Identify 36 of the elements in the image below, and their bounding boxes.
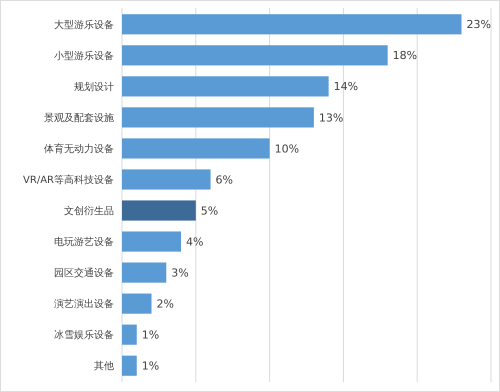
data-label: 2% [156,297,174,310]
data-label: 13% [318,111,344,124]
y-tick-label: 园区交通设备 [54,267,114,280]
y-tick-label: 电玩游艺设备 [54,236,114,248]
bar [122,14,462,34]
bar [122,45,388,66]
bar [122,356,137,376]
y-tick-label: 演艺演出设备 [54,298,114,310]
y-tick-label: 体育无动力设备 [44,142,114,155]
y-tick-label: 冰雪娱乐设备 [54,329,114,342]
data-label: 4% [186,235,204,248]
bar [122,262,166,283]
y-tick-label: 景观及配套设施 [44,112,114,124]
bar [122,231,182,252]
data-label: 14% [334,80,358,94]
y-tick-label: 文创衍生品 [64,205,114,218]
data-label: 18% [392,49,418,62]
bar [122,138,270,159]
data-label: 10% [274,142,300,156]
data-label: 5% [200,204,218,218]
y-tick-label: 其他 [94,360,114,372]
data-label: 1% [142,360,160,373]
bar [122,107,314,128]
data-label: 6% [216,173,234,186]
y-tick-label: VR/AR等高科技设备 [23,174,114,186]
bar [122,294,152,314]
data-label: 3% [171,266,189,280]
bar [122,169,211,190]
bar [122,76,329,96]
y-tick-label: 小型游乐设备 [54,50,114,62]
data-label: 23% [466,18,491,32]
y-tick-label: 规划设计 [74,80,114,93]
y-tick-label: 大型游乐设备 [54,18,114,31]
bar [122,200,196,221]
data-label: 1% [142,328,160,342]
bar [122,324,137,345]
